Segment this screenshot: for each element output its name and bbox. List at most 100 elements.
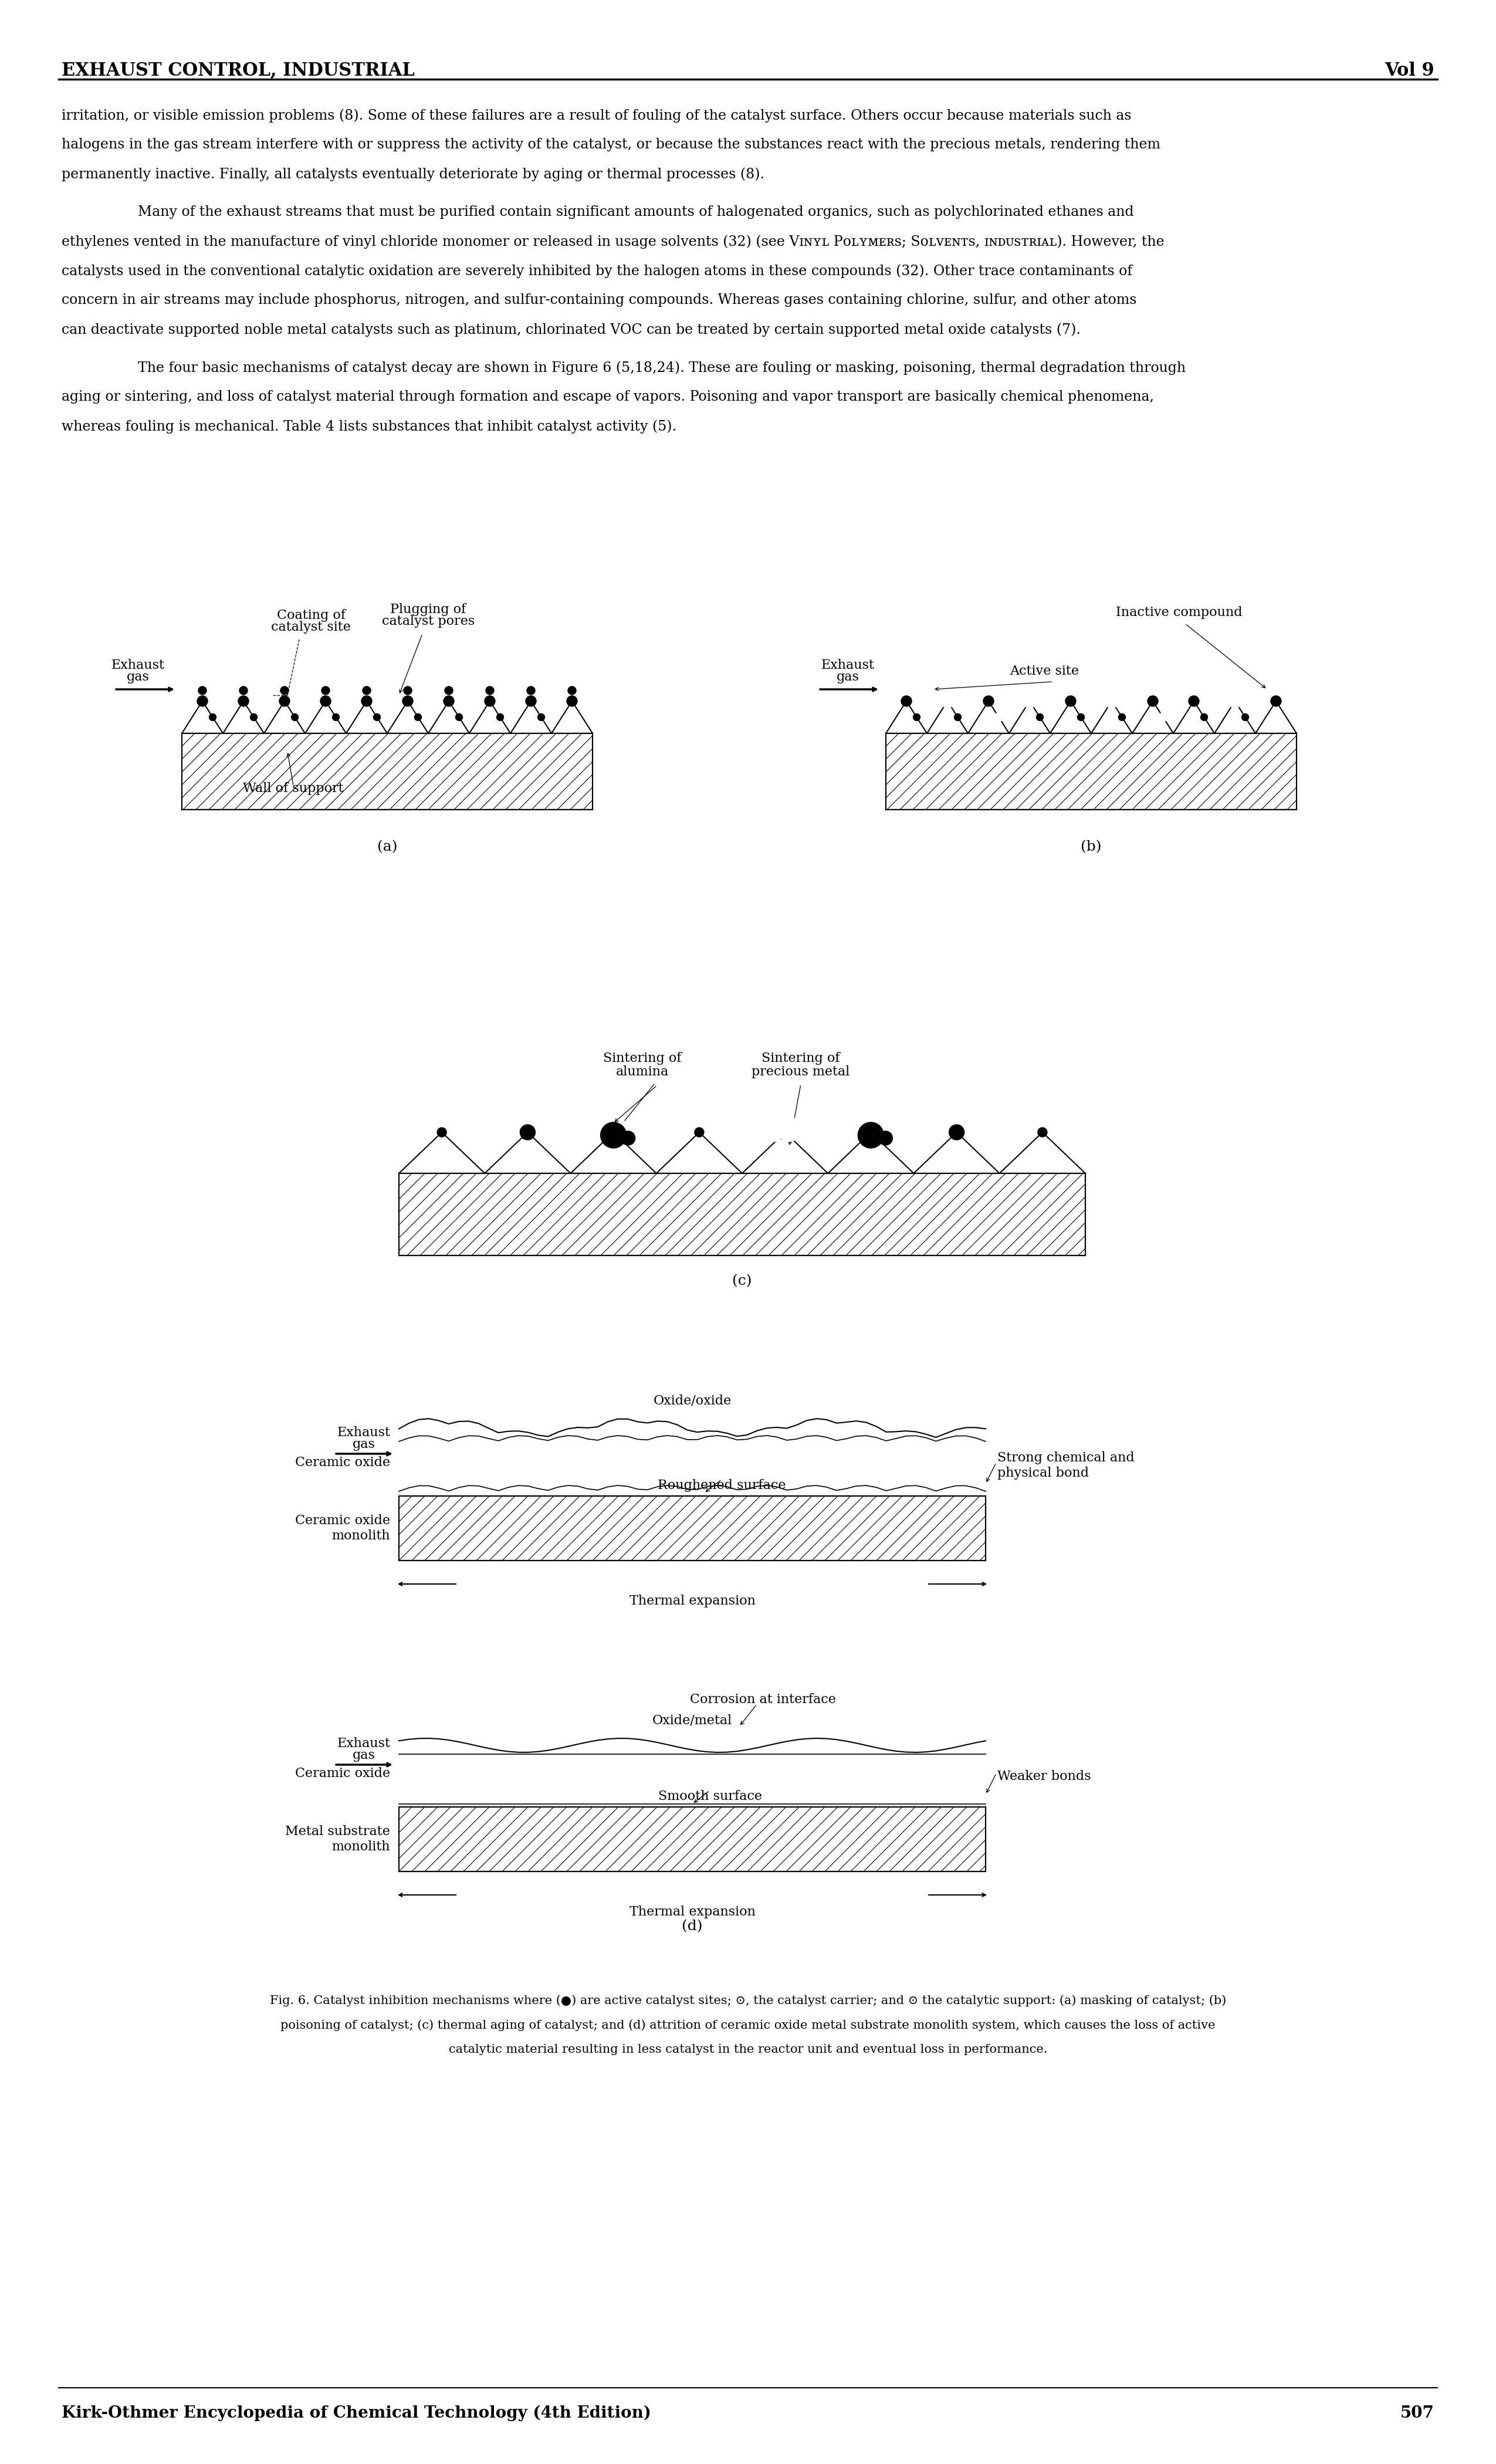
Text: halogens in the gas stream interfere with or suppress the activity of the cataly: halogens in the gas stream interfere wit… — [61, 138, 1161, 150]
Circle shape — [1270, 695, 1281, 707]
Text: Exhaust: Exhaust — [337, 1427, 390, 1439]
Text: gas: gas — [836, 670, 859, 683]
Circle shape — [878, 1131, 893, 1146]
Circle shape — [238, 695, 248, 707]
Text: The four basic mechanisms of catalyst decay are shown in Figure 6 (5,18,24). The: The four basic mechanisms of catalyst de… — [138, 360, 1186, 375]
Circle shape — [239, 687, 247, 695]
Text: Coating of: Coating of — [277, 609, 346, 621]
Text: gas: gas — [353, 1439, 375, 1451]
Bar — [399, 1806, 986, 1873]
Text: whereas fouling is mechanical. Table 4 lists substances that inhibit catalyst ac: whereas fouling is mechanical. Table 4 l… — [61, 419, 676, 434]
Circle shape — [444, 687, 453, 695]
Circle shape — [292, 715, 298, 719]
Text: alumina: alumina — [616, 1064, 669, 1079]
Text: aging or sintering, and loss of catalyst material through formation and escape o: aging or sintering, and loss of catalyst… — [61, 389, 1153, 404]
Circle shape — [769, 1129, 781, 1141]
Circle shape — [527, 687, 536, 695]
Circle shape — [280, 695, 290, 707]
Text: Ceramic oxide
monolith: Ceramic oxide monolith — [295, 1515, 390, 1542]
Bar — [399, 1806, 986, 1873]
Circle shape — [404, 687, 411, 695]
Circle shape — [486, 687, 494, 695]
Circle shape — [456, 715, 462, 719]
Text: Vol 9: Vol 9 — [1385, 62, 1435, 79]
Bar — [399, 1496, 986, 1560]
Circle shape — [1106, 695, 1118, 707]
Circle shape — [521, 1124, 536, 1141]
Text: Kirk-Othmer Encyclopedia of Chemical Technology (4th Edition): Kirk-Othmer Encyclopedia of Chemical Tec… — [61, 2405, 651, 2422]
Text: (c): (c) — [733, 1274, 752, 1289]
Circle shape — [362, 687, 371, 695]
Circle shape — [437, 1129, 446, 1136]
Circle shape — [1119, 715, 1125, 719]
Circle shape — [362, 695, 373, 707]
Text: catalytic material resulting in less catalyst in the reactor unit and eventual l: catalytic material resulting in less cat… — [449, 2045, 1047, 2055]
Text: Sintering of: Sintering of — [761, 1052, 839, 1064]
Text: Oxide/oxide: Oxide/oxide — [654, 1395, 732, 1407]
Circle shape — [537, 715, 545, 719]
Text: Thermal expansion: Thermal expansion — [630, 1594, 755, 1607]
Circle shape — [1147, 695, 1158, 707]
Bar — [399, 1173, 1085, 1257]
Text: Smooth surface: Smooth surface — [658, 1789, 761, 1804]
Circle shape — [778, 1124, 793, 1141]
Text: (a): (a) — [377, 840, 398, 853]
Circle shape — [995, 712, 1002, 722]
Circle shape — [901, 695, 911, 707]
Circle shape — [525, 695, 536, 707]
Bar — [399, 1496, 986, 1560]
Text: Active site: Active site — [1010, 665, 1079, 678]
Text: Many of the exhaust streams that must be purified contain significant amounts of: Many of the exhaust streams that must be… — [138, 205, 1134, 219]
Circle shape — [1201, 715, 1207, 719]
Circle shape — [694, 1129, 705, 1136]
Text: Thermal expansion: Thermal expansion — [630, 1905, 755, 1919]
Circle shape — [320, 695, 331, 707]
Text: Ceramic oxide: Ceramic oxide — [295, 1767, 390, 1779]
Text: gas: gas — [353, 1749, 375, 1762]
Text: (b): (b) — [1080, 840, 1101, 853]
Circle shape — [1242, 715, 1249, 719]
Text: 507: 507 — [1400, 2405, 1435, 2422]
Bar — [399, 1173, 1085, 1257]
Circle shape — [322, 687, 329, 695]
Circle shape — [1065, 695, 1076, 707]
Circle shape — [1023, 695, 1037, 707]
Text: Metal substrate
monolith: Metal substrate monolith — [286, 1826, 390, 1853]
Text: precious metal: precious metal — [751, 1064, 850, 1079]
Text: catalysts used in the conventional catalytic oxidation are severely inhibited by: catalysts used in the conventional catal… — [61, 264, 1132, 278]
Circle shape — [374, 715, 380, 719]
Text: catalyst pores: catalyst pores — [381, 616, 474, 628]
Circle shape — [402, 695, 413, 707]
Text: Plugging of: Plugging of — [390, 604, 467, 616]
Circle shape — [567, 695, 577, 707]
Circle shape — [497, 715, 504, 719]
Text: ethylenes vented in the manufacture of vinyl chloride monomer or released in usa: ethylenes vented in the manufacture of v… — [61, 234, 1164, 249]
Text: concern in air streams may include phosphorus, nitrogen, and sulfur-containing c: concern in air streams may include phosp… — [61, 293, 1137, 308]
Bar — [886, 734, 1297, 811]
Circle shape — [280, 687, 289, 695]
Text: can deactivate supported noble metal catalysts such as platinum, chlorinated VOC: can deactivate supported noble metal cat… — [61, 323, 1080, 338]
Circle shape — [443, 695, 455, 707]
Bar — [183, 734, 592, 811]
Circle shape — [948, 1124, 965, 1141]
Circle shape — [857, 1121, 884, 1148]
Text: (d): (d) — [682, 1919, 703, 1934]
Text: catalyst site: catalyst site — [271, 621, 350, 633]
Circle shape — [414, 715, 422, 719]
Text: irritation, or visible emission problems (8). Some of these failures are a resul: irritation, or visible emission problems… — [61, 108, 1131, 123]
Circle shape — [485, 695, 495, 707]
Circle shape — [1159, 712, 1167, 722]
Text: permanently inactive. Finally, all catalysts eventually deteriorate by aging or : permanently inactive. Finally, all catal… — [61, 168, 764, 180]
Text: Strong chemical and
physical bond: Strong chemical and physical bond — [998, 1451, 1134, 1478]
Bar — [183, 734, 592, 811]
Text: Oxide/metal: Oxide/metal — [652, 1712, 732, 1727]
Circle shape — [209, 715, 217, 719]
Text: Inactive compound: Inactive compound — [1116, 606, 1243, 618]
Text: poisoning of catalyst; (c) thermal aging of catalyst; and (d) attrition of ceram: poisoning of catalyst; (c) thermal aging… — [281, 2020, 1215, 2030]
Circle shape — [954, 715, 962, 719]
Text: gas: gas — [127, 670, 150, 683]
Circle shape — [1038, 1129, 1047, 1136]
Circle shape — [778, 1119, 800, 1141]
Circle shape — [621, 1131, 636, 1146]
Circle shape — [1037, 715, 1043, 719]
